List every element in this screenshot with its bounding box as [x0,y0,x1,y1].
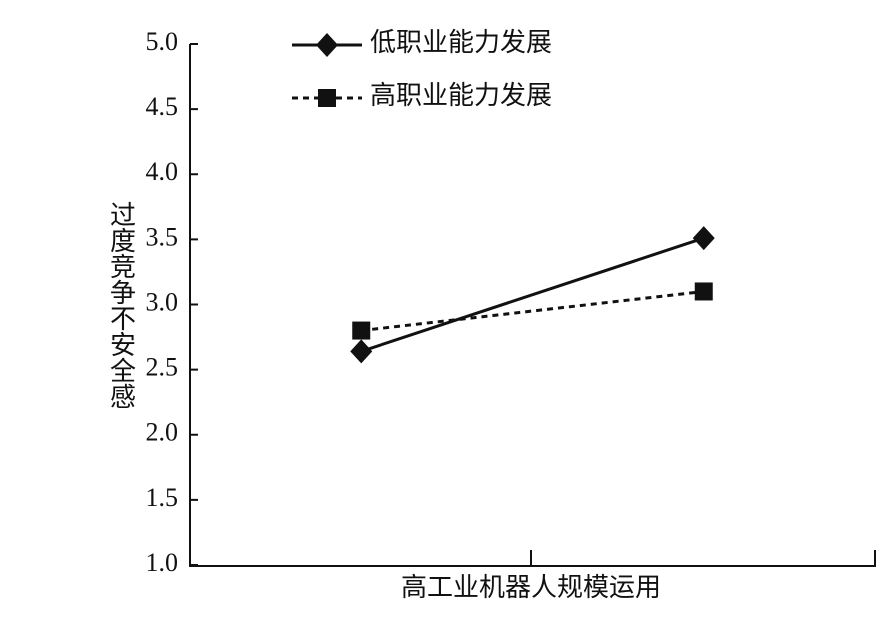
x-axis-label: 高工业机器人规模运用 [401,573,661,602]
legend-marker [318,89,336,107]
data-point [692,226,715,251]
y-tick-label: 1.0 [146,548,179,577]
data-point [694,282,713,301]
y-tick-label: 3.0 [146,287,179,316]
legend-label: 低职业能力发展 [370,28,552,57]
y-tick-label: 2.5 [146,353,179,382]
data-point [352,321,371,340]
series-line [361,289,704,333]
legend-marker [316,33,338,57]
y-axis-label: 过度竞争不安全感 [107,201,136,409]
legend-label: 高职业能力发展 [370,81,552,110]
y-tick-label: 5.0 [146,27,179,56]
series-line [360,236,705,353]
y-tick-label: 4.5 [146,92,179,121]
y-tick-label: 3.5 [146,222,179,251]
y-tick-label: 4.0 [146,157,179,186]
y-tick-label: 1.5 [146,483,179,512]
data-point [350,339,373,364]
y-tick-label: 2.0 [146,418,179,447]
